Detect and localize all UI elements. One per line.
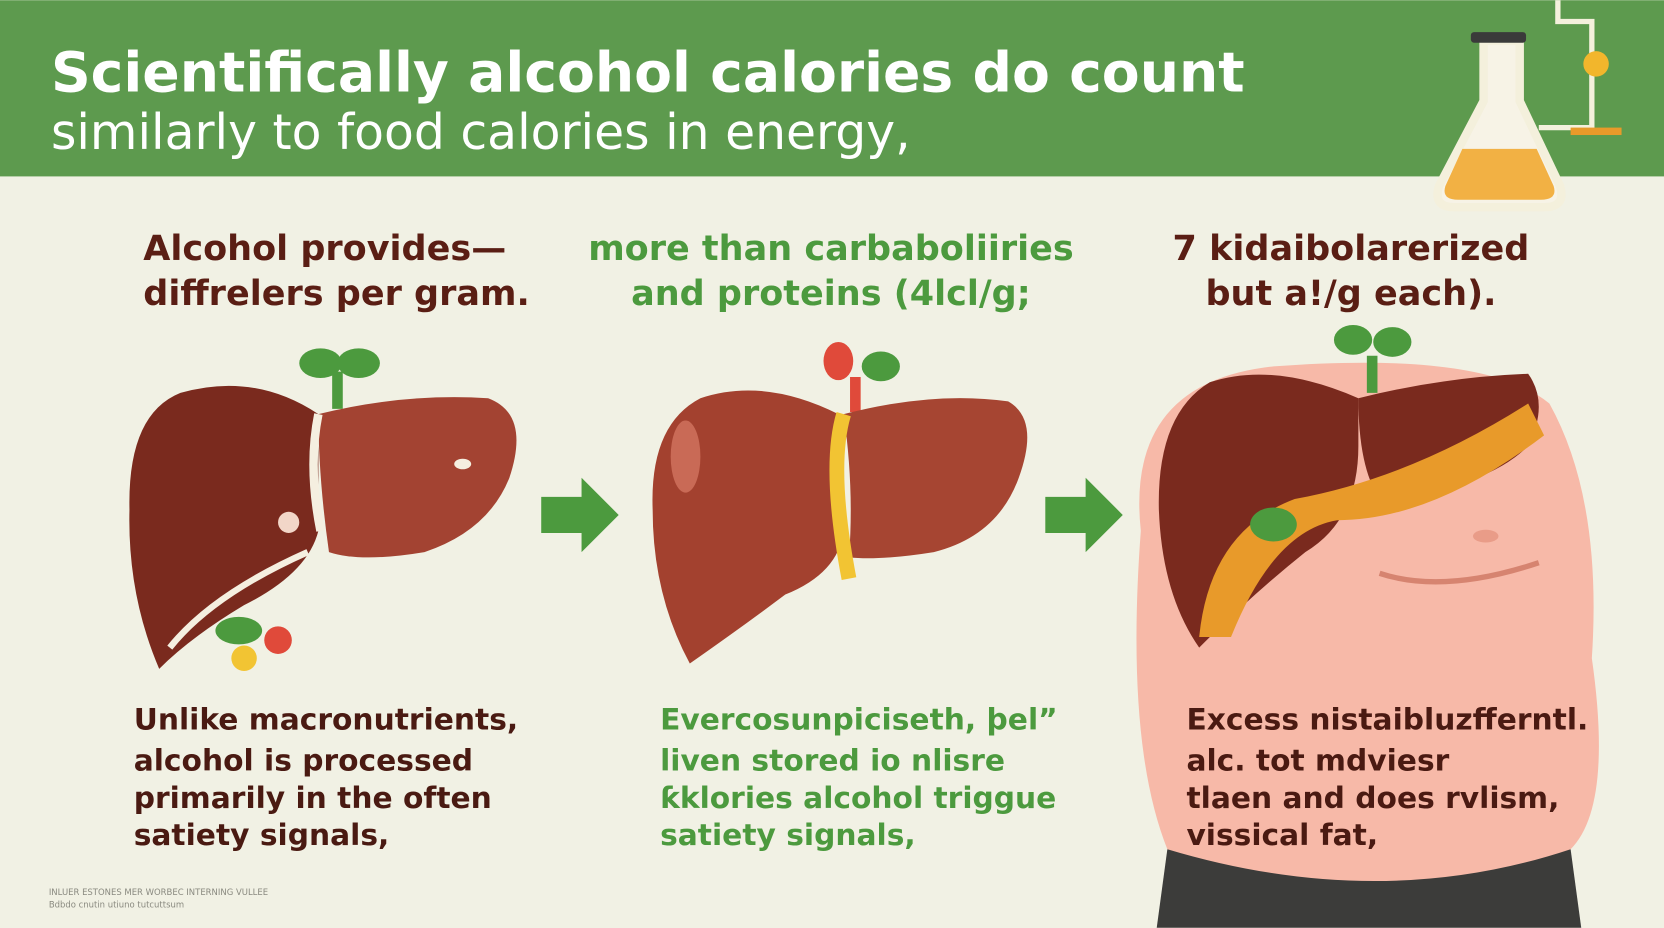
column-body: alcohol is processed bbox=[134, 744, 473, 779]
column-body: Evercosunpiciseth, þel” bbox=[660, 702, 1058, 737]
header-title: Scientifically alcohol calories do count bbox=[51, 42, 1245, 106]
arrow bbox=[1045, 477, 1123, 553]
column-heading: 7 kidaibolarerized bbox=[1173, 228, 1530, 269]
column-body: alc. tot mdviesr bbox=[1186, 744, 1449, 779]
belly-illustration bbox=[1136, 324, 1599, 928]
column-body: Excess nistaibluzfferntl. bbox=[1186, 702, 1588, 737]
footer-note: INLUER ESTONES MER WORBEC INTERNING VULL… bbox=[49, 887, 268, 897]
flask-icon bbox=[1433, 0, 1622, 212]
column-body: ƙklories alcohol triggue bbox=[660, 781, 1056, 816]
column-heading: but a!/g each). bbox=[1205, 273, 1496, 314]
liver-illustration bbox=[129, 348, 517, 671]
column-body: primarily in the often bbox=[134, 781, 492, 816]
column-body: tlaen and does rvlism, bbox=[1186, 781, 1559, 816]
column-body: vissical fat, bbox=[1186, 818, 1378, 853]
column-body: satiety signals, bbox=[660, 818, 916, 853]
column-body: liven stored io nlisre bbox=[660, 744, 1005, 779]
liver-illustration bbox=[652, 341, 1028, 664]
column-body: Unlike macronutrients, bbox=[134, 702, 519, 737]
column-heading: Alcohol provides— bbox=[143, 228, 506, 269]
column-heading: more than carbaboliiries bbox=[588, 228, 1074, 269]
header-subtitle: similarly to food calories in energy, bbox=[51, 104, 911, 161]
header-band bbox=[0, 0, 1664, 177]
column-body: satiety signals, bbox=[134, 818, 390, 853]
arrow bbox=[541, 477, 619, 553]
column-heading: and proteins (4lcl/g; bbox=[631, 273, 1031, 314]
column-heading: diffrelers per gram. bbox=[143, 273, 530, 314]
footer-note: Bdbdo cnutin utiuno tutcuttsum bbox=[49, 900, 184, 910]
